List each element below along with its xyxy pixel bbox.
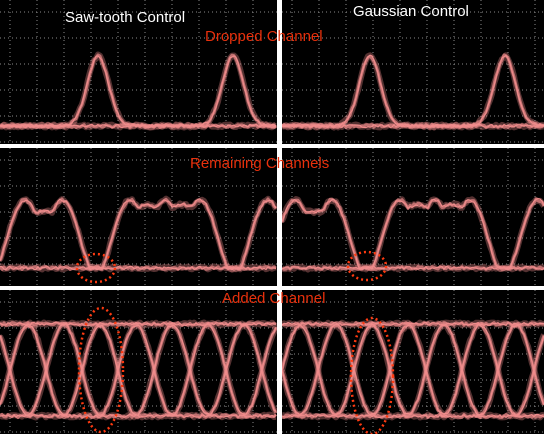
row-label: Remaining Channels [190,155,329,172]
row-label: Dropped Channel [205,28,323,45]
left-title: Saw-tooth Control [65,9,185,26]
right-title: Gaussian Control [353,3,469,20]
row-label: Added Channel [222,290,325,307]
panel [282,0,544,144]
oscilloscope-figure: Saw-tooth Control Gaussian Control Dropp… [0,0,544,434]
panel-background [282,0,544,144]
